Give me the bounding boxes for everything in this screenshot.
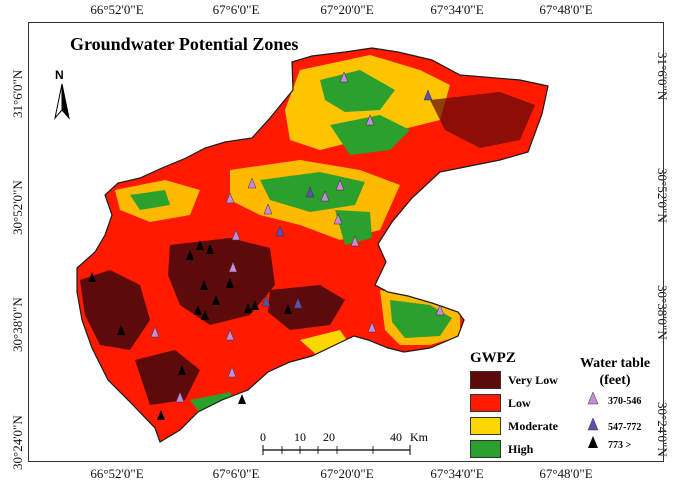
cone-light-violet-icon xyxy=(587,391,599,405)
very-low-zone-south-west xyxy=(135,350,200,405)
legend-swatch-very-low xyxy=(470,371,501,389)
well-marker-black xyxy=(244,303,252,313)
legend-item-very-low: Very Low xyxy=(470,370,558,390)
well-marker-light-violet xyxy=(150,326,160,338)
water-table-title-line1: Water table xyxy=(579,356,651,371)
water-table-title-line2: (feet) xyxy=(599,373,631,388)
well-marker-light-violet xyxy=(320,190,330,202)
bottom-lon-label-5: 67°48'0"E xyxy=(539,466,593,481)
scale-tick-20: 20 xyxy=(323,430,335,444)
water-table-legend-title: Water table (feet) xyxy=(560,355,670,389)
well-marker-light-violet xyxy=(435,304,445,316)
north-label: N xyxy=(55,68,64,82)
high-zone-west xyxy=(130,190,170,210)
well-marker-black xyxy=(186,250,194,260)
top-lon-label-4: 67°34'0"E xyxy=(430,2,484,17)
very-low-zone-west xyxy=(80,270,150,350)
well-marker-black xyxy=(206,244,214,254)
legend-label-moderate: Moderate xyxy=(508,418,558,433)
well-marker-light-violet xyxy=(263,203,273,215)
high-zone-east-lobe xyxy=(390,300,452,338)
well-marker-black xyxy=(226,278,234,288)
high-zone-centre-2 xyxy=(335,210,372,245)
well-marker-blue-violet xyxy=(293,297,303,309)
water-table-label-1: 370-546 xyxy=(608,395,642,407)
top-lon-label-5: 67°48'0"E xyxy=(539,2,593,17)
very-low-zone-core xyxy=(168,238,275,325)
well-marker-light-violet xyxy=(335,179,345,191)
bottom-lon-label-4: 67°34'0"E xyxy=(430,466,484,481)
well-marker-light-violet xyxy=(333,213,343,225)
scale-tick-0: 0 xyxy=(260,430,266,444)
top-lon-label-2: 67°6'0"E xyxy=(212,2,260,17)
water-table-label-2: 547-772 xyxy=(608,421,642,433)
well-marker-black xyxy=(117,325,125,335)
scale-tick-40: 40 xyxy=(390,430,402,444)
well-marker-black xyxy=(238,394,246,404)
well-marker-light-violet xyxy=(175,391,185,403)
scale-bar xyxy=(262,445,411,455)
scale-tick-10: 10 xyxy=(294,430,306,444)
high-zone-centre xyxy=(260,172,365,212)
map-frame xyxy=(28,22,664,462)
well-marker-light-violet xyxy=(231,229,241,241)
bottom-lon-label-3: 67°20'0"E xyxy=(320,466,374,481)
gwpz-legend-title: GWPZ xyxy=(470,350,516,366)
well-marker-black xyxy=(88,272,96,282)
map-title: Groundwater Potential Zones xyxy=(70,34,299,54)
scale-unit: Km xyxy=(410,430,428,444)
top-lon-label-3: 67°20'0"E xyxy=(320,2,374,17)
well-marker-black xyxy=(196,240,204,250)
well-marker-black xyxy=(200,280,208,290)
well-marker-black xyxy=(157,410,165,420)
well-marker-blue-violet xyxy=(261,295,271,307)
well-marker-black xyxy=(284,304,292,314)
well-marker-light-violet xyxy=(247,177,257,189)
well-marker-blue-violet xyxy=(275,225,285,237)
top-lon-label-1: 66°52'0"E xyxy=(90,2,144,17)
bottom-lon-label-2: 67°6'0"E xyxy=(212,466,260,481)
water-table-item-3: 773 > xyxy=(598,437,631,453)
legend-item-low: Low xyxy=(470,393,531,413)
very-low-zone-north-east xyxy=(430,92,535,148)
very-low-zone-south xyxy=(268,285,345,330)
well-marker-light-violet xyxy=(350,235,360,247)
well-markers xyxy=(88,71,445,420)
legend-item-moderate: Moderate xyxy=(470,416,558,436)
high-zone-north xyxy=(320,70,395,112)
well-marker-blue-violet xyxy=(423,89,433,101)
legend-item-high: High xyxy=(470,439,533,459)
legend-swatch-moderate xyxy=(470,417,501,435)
legend-label-very-low: Very Low xyxy=(508,372,558,387)
legend-swatch-low xyxy=(470,394,501,412)
well-marker-blue-violet xyxy=(305,186,315,198)
north-arrow-icon xyxy=(54,83,70,120)
high-zone-north-2 xyxy=(330,115,410,155)
water-table-item-2: 547-772 xyxy=(598,419,641,435)
legend-swatch-high xyxy=(470,440,501,458)
well-marker-light-violet xyxy=(367,321,377,333)
water-table-legend-icons xyxy=(587,391,599,448)
well-marker-black xyxy=(194,305,202,315)
legend-label-low: Low xyxy=(508,395,531,410)
water-table-item-1: 370-546 xyxy=(598,393,641,409)
well-marker-light-violet xyxy=(228,261,238,273)
well-marker-light-violet xyxy=(339,71,349,83)
well-marker-black xyxy=(178,365,186,375)
bottom-lon-label-1: 66°52'0"E xyxy=(90,466,144,481)
cone-blue-violet-icon xyxy=(587,417,599,431)
well-marker-light-violet xyxy=(225,192,235,204)
cone-black-icon xyxy=(588,436,598,448)
water-table-label-3: 773 > xyxy=(608,439,632,451)
moderate-patch-south xyxy=(300,330,350,358)
well-marker-black xyxy=(201,310,209,320)
legend-label-high: High xyxy=(508,441,534,456)
well-marker-black xyxy=(251,300,259,310)
well-marker-light-violet xyxy=(365,114,375,126)
well-marker-light-violet xyxy=(225,329,235,341)
well-marker-black xyxy=(212,295,220,305)
well-marker-light-violet xyxy=(227,366,237,378)
